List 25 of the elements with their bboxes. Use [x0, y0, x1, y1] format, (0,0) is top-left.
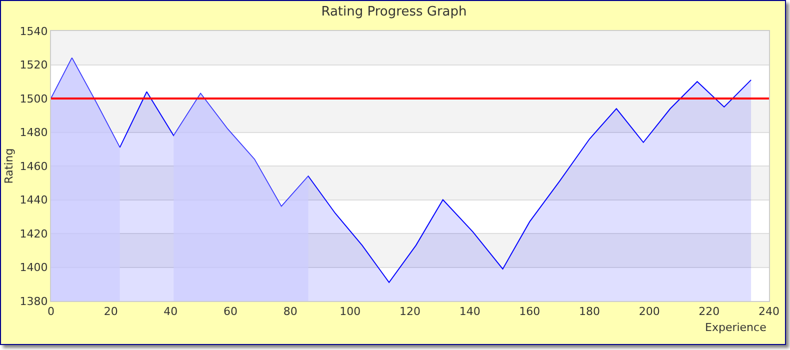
x-tick-label: 240 [758, 305, 780, 318]
x-tick-label: 80 [283, 305, 298, 318]
chart-title: Rating Progress Graph [321, 4, 467, 20]
x-tick-label: 160 [519, 305, 540, 318]
x-tick-label: 20 [104, 305, 118, 318]
x-axis-title: Experience [705, 321, 767, 334]
x-tick-label: 120 [400, 305, 420, 318]
y-tick-label: 1460 [20, 160, 48, 173]
y-tick-label: 1420 [20, 227, 48, 240]
x-tick-label: 60 [224, 305, 238, 318]
x-tick-label: 40 [164, 305, 178, 318]
y-axis-title: Rating [2, 148, 16, 184]
x-tick-label: 100 [340, 305, 361, 318]
y-tick-label: 1480 [20, 126, 48, 140]
x-tick-label: 0 [48, 305, 54, 318]
y-tick-label: 1500 [20, 92, 48, 106]
x-tick-label: 200 [638, 305, 660, 318]
x-tick-label: 220 [698, 305, 720, 318]
y-tick-label: 1380 [20, 294, 48, 308]
y-tick-label: 1400 [20, 261, 48, 274]
y-tick-label: 1440 [20, 194, 48, 207]
y-tick-label: 1540 [20, 24, 48, 38]
x-tick-label: 180 [579, 305, 600, 318]
x-tick-label: 140 [459, 305, 480, 318]
y-tick-label: 1520 [20, 58, 48, 72]
